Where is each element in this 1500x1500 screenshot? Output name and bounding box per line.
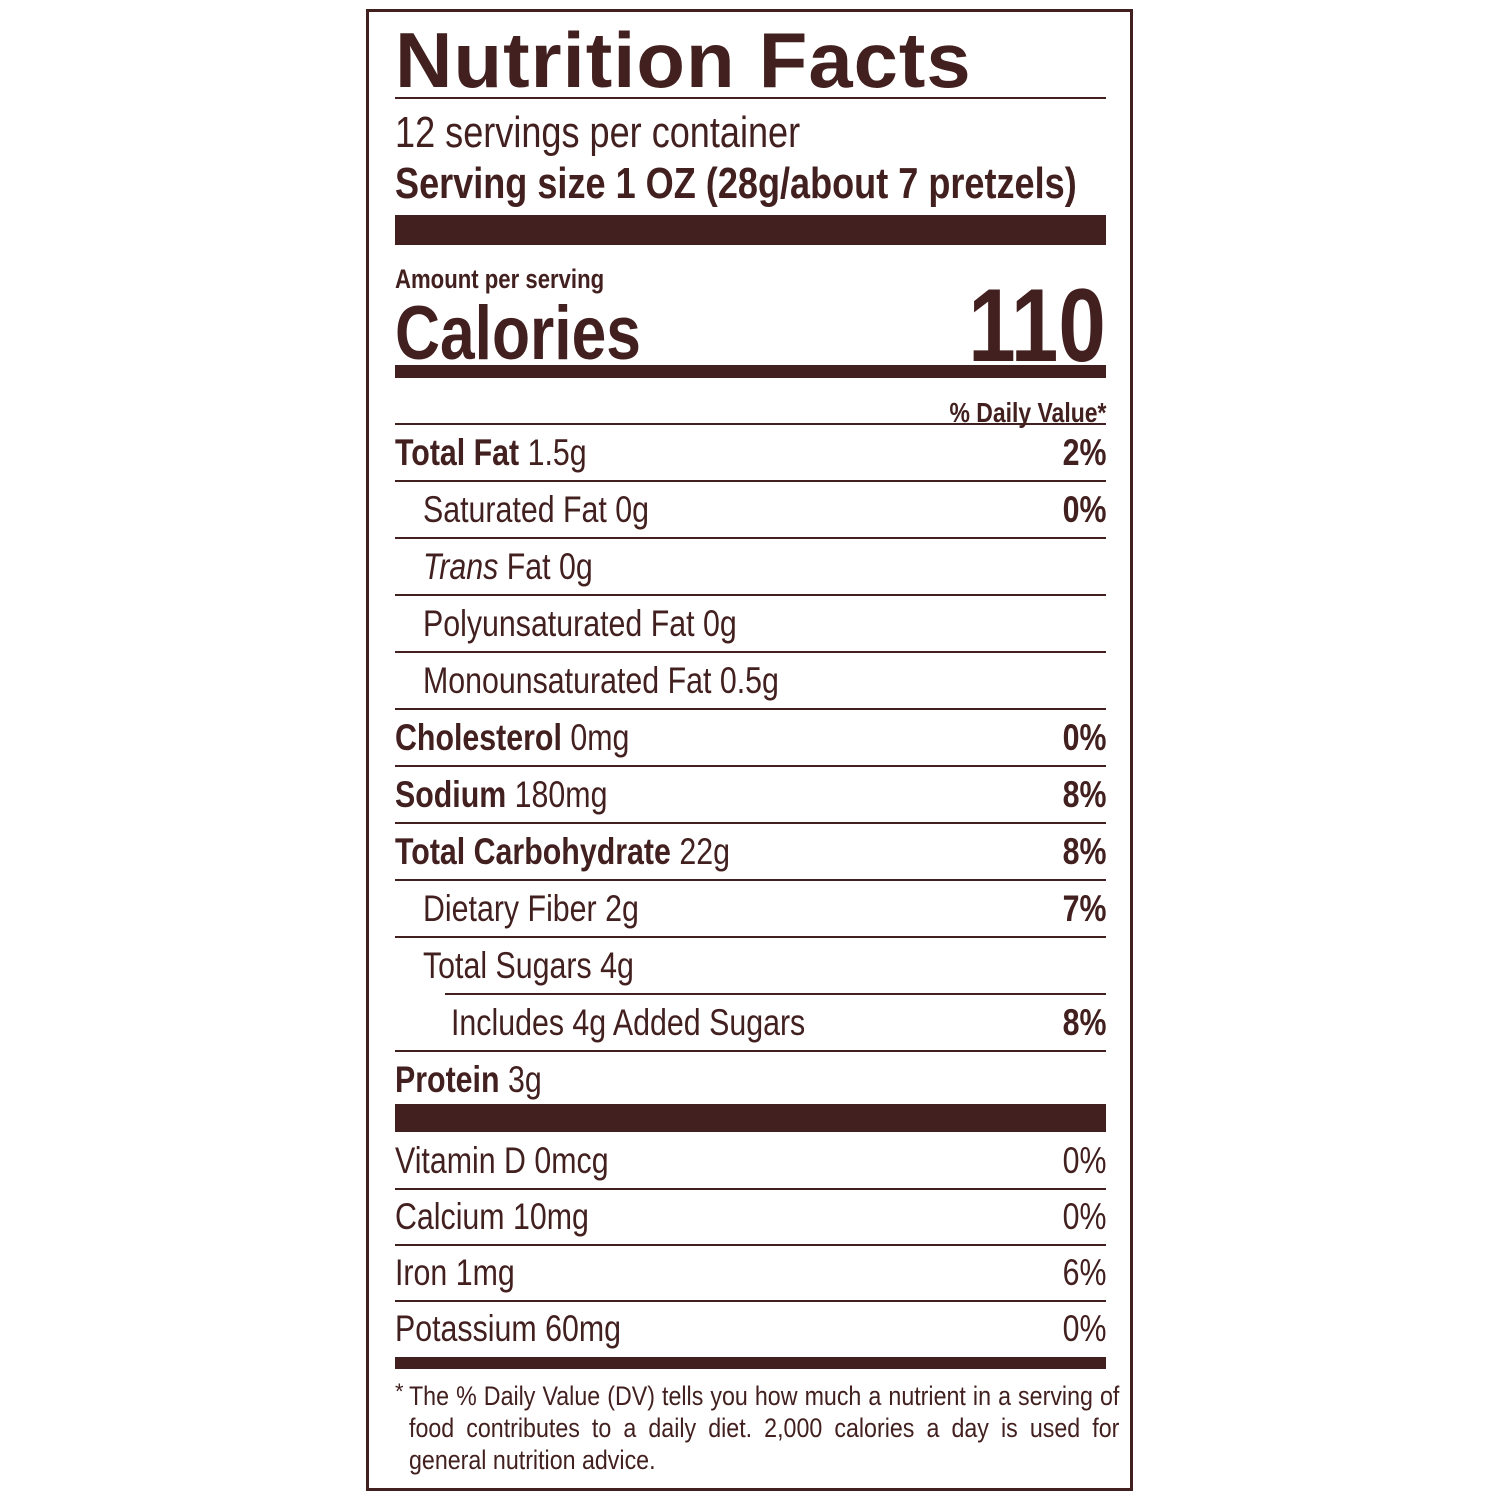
nutrition-facts-label: Nutrition Facts 12 servings per containe… bbox=[366, 9, 1133, 1491]
amount-per-serving: Amount per serving bbox=[395, 264, 605, 294]
label-title: Nutrition Facts bbox=[395, 16, 972, 104]
calories-row: Calories 110 bbox=[395, 274, 1106, 378]
nutrient-row-monounsaturated-fat: Monounsaturated Fat 0.5g bbox=[423, 660, 779, 701]
nutrient-row-added-sugars: Includes 4g Added Sugars 8% bbox=[451, 1002, 1106, 1043]
thick-divider bbox=[395, 1104, 1106, 1132]
nutrient-row-sodium: Sodium 180mg 8% bbox=[395, 774, 1106, 815]
nutrient-row-protein: Protein 3g bbox=[395, 1059, 542, 1100]
nutrient-row-trans-fat: Trans Fat 0g bbox=[423, 546, 593, 587]
nutrient-row-saturated-fat: Saturated Fat 0g 0% bbox=[423, 489, 1106, 530]
servings-per-container: 12 servings per container bbox=[395, 108, 801, 157]
nutrient-row-polyunsaturated-fat: Polyunsaturated Fat 0g bbox=[423, 603, 737, 644]
serving-size: Serving size 1 OZ (28g/about 7 pretzels) bbox=[395, 159, 1077, 208]
nutrient-row-dietary-fiber: Dietary Fiber 2g 7% bbox=[423, 888, 1106, 929]
vitamin-row-calcium: Calcium 10mg 0% bbox=[395, 1196, 1106, 1237]
nutrient-row-total-sugars: Total Sugars 4g bbox=[423, 945, 634, 986]
thick-divider bbox=[395, 215, 1106, 245]
medium-divider bbox=[395, 1357, 1106, 1369]
vitamin-row-potassium: Potassium 60mg 0% bbox=[395, 1308, 1106, 1349]
vitamin-row-vitamin-d: Vitamin D 0mcg 0% bbox=[395, 1140, 1106, 1181]
calories-label: Calories bbox=[395, 291, 641, 376]
nutrient-row-cholesterol: Cholesterol 0mg 0% bbox=[395, 717, 1106, 758]
footnote: * The % Daily Value (DV) tells you how m… bbox=[395, 1379, 1120, 1475]
daily-value-header: % Daily Value* bbox=[949, 397, 1106, 428]
divider bbox=[395, 97, 1106, 99]
divider bbox=[395, 423, 1106, 425]
nutrient-row-total-carbohydrate: Total Carbohydrate 22g 8% bbox=[395, 831, 1106, 872]
nutrient-row-total-fat: Total Fat 1.5g 2% bbox=[395, 432, 1106, 473]
vitamin-row-iron: Iron 1mg 6% bbox=[395, 1252, 1106, 1293]
calories-value: 110 bbox=[968, 268, 1106, 384]
medium-divider bbox=[395, 365, 1106, 378]
